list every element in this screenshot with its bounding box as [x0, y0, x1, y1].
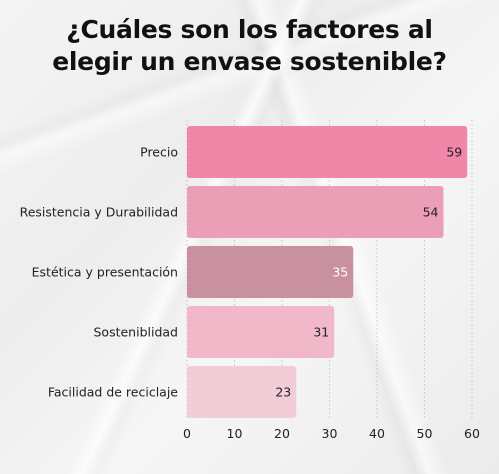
chart-title-line-1: ¿Cuáles son los factores al	[66, 15, 433, 44]
value-label: 54	[423, 205, 439, 220]
bar	[187, 246, 354, 298]
x-tick-label: 40	[369, 426, 385, 441]
category-label: Precio	[140, 145, 178, 160]
bars	[187, 126, 468, 418]
x-tick-label: 50	[417, 426, 433, 441]
bar	[187, 366, 297, 418]
bar	[187, 306, 335, 358]
x-tick-label: 20	[274, 426, 290, 441]
value-labels: 59 54 35 31 23	[275, 145, 462, 400]
x-tick-label: 0	[183, 426, 191, 441]
chart-title: ¿Cuáles son los factores al elegir un en…	[0, 14, 499, 78]
category-label: Resistencia y Durabilidad	[20, 205, 178, 220]
value-label: 23	[275, 385, 291, 400]
value-label: 59	[446, 145, 462, 160]
bar	[187, 126, 468, 178]
x-tick-label: 30	[322, 426, 338, 441]
category-label: Sosteniblidad	[94, 325, 179, 340]
category-label: Facilidad de reciclaje	[48, 385, 178, 400]
x-tick-label: 60	[464, 426, 480, 441]
category-labels: Precio Resistencia y Durabilidad Estética …	[20, 145, 179, 400]
chart-title-line-2: elegir un envase sostenible?	[52, 47, 447, 76]
x-tick-label: 10	[227, 426, 243, 441]
value-label: 35	[332, 265, 348, 280]
x-axis-ticks: 0 10 20 30 40 50 60	[183, 426, 480, 441]
value-label: 31	[313, 325, 329, 340]
category-label: Estética y presentación	[32, 265, 178, 280]
bar	[187, 186, 444, 238]
